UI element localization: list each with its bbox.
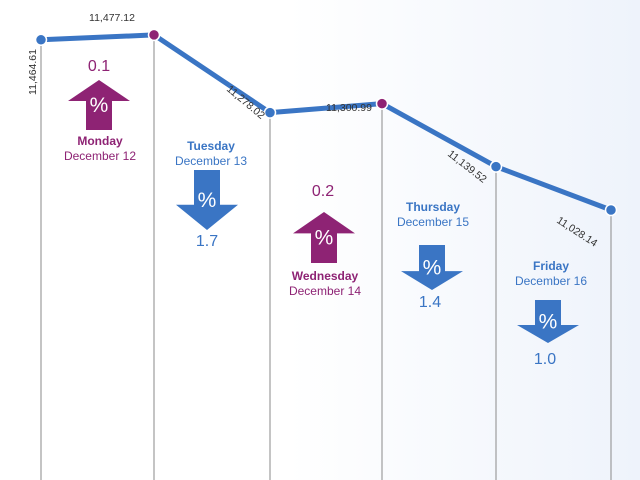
arrow-down-icon: % [401,245,463,290]
percent-symbol: % [198,189,217,212]
value-label: 11,464.61 [27,49,39,95]
value-label: 11,028.14 [554,214,599,249]
value-label: 11,139.52 [445,148,489,186]
day-date: December 15 [396,215,470,229]
day-date: December 12 [63,149,137,163]
value-label: 11,300.99 [326,102,372,114]
arrow-up-icon: % [68,80,130,130]
data-point [489,160,503,173]
day-date: December 13 [174,154,248,168]
day-label-tuesday: Tuesday December 13 [151,139,271,169]
index-line [38,32,614,213]
arrow-down-icon: % [517,300,579,343]
change-value-friday: 1.0 [533,351,557,368]
day-label-wednesday: Wednesday December 14 [265,269,385,299]
value-label: 11,477.12 [89,12,135,24]
day-label-thursday: Thursday December 15 [373,200,493,230]
day-label-friday: Friday December 16 [491,259,611,289]
change-value-monday: 0.1 [87,58,111,75]
percent-symbol: % [90,94,109,117]
percent-symbol: % [315,227,334,250]
percent-symbol: % [423,257,442,280]
day-name: Monday [77,134,123,148]
data-point [604,203,618,217]
day-date: December 14 [288,284,362,298]
data-point [375,97,389,110]
day-date: December 16 [514,274,588,288]
arrow-down-icon: % [176,170,238,230]
change-value-tuesday: 1.7 [195,233,219,250]
data-point [263,106,277,119]
day-name: Friday [532,259,569,273]
day-name: Thursday [405,200,460,214]
day-label-monday: Monday December 12 [40,134,160,164]
change-value-thursday: 1.4 [418,294,442,311]
data-point [34,33,48,47]
day-name: Wednesday [291,269,359,283]
data-point [147,28,161,42]
value-label: 11,278.02 [224,83,267,122]
arrow-up-icon: % [293,212,355,263]
day-name: Tuesday [187,139,235,153]
change-value-wednesday: 0.2 [311,183,335,200]
percent-symbol: % [539,311,558,334]
